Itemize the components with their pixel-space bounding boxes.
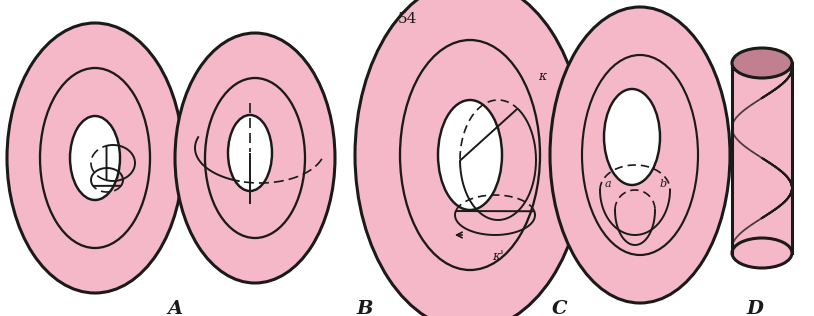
Text: C: C [552, 300, 567, 316]
Ellipse shape [228, 115, 272, 191]
Ellipse shape [732, 48, 792, 78]
Ellipse shape [550, 7, 730, 303]
Ellipse shape [732, 238, 792, 268]
Text: D: D [746, 300, 764, 316]
Text: 54: 54 [397, 12, 417, 26]
Ellipse shape [604, 89, 660, 185]
Text: κ': κ' [492, 250, 504, 263]
Ellipse shape [205, 78, 305, 238]
Text: A: A [168, 300, 182, 316]
Ellipse shape [70, 116, 120, 200]
Ellipse shape [40, 68, 150, 248]
Ellipse shape [400, 40, 540, 270]
Text: a: a [605, 179, 611, 189]
Ellipse shape [438, 100, 502, 210]
Bar [732, 63, 792, 253]
Ellipse shape [355, 0, 585, 316]
Ellipse shape [175, 33, 335, 283]
Text: κ: κ [538, 70, 546, 83]
Text: B: B [357, 300, 374, 316]
Ellipse shape [582, 55, 698, 255]
Ellipse shape [7, 23, 183, 293]
Text: b: b [660, 179, 667, 189]
